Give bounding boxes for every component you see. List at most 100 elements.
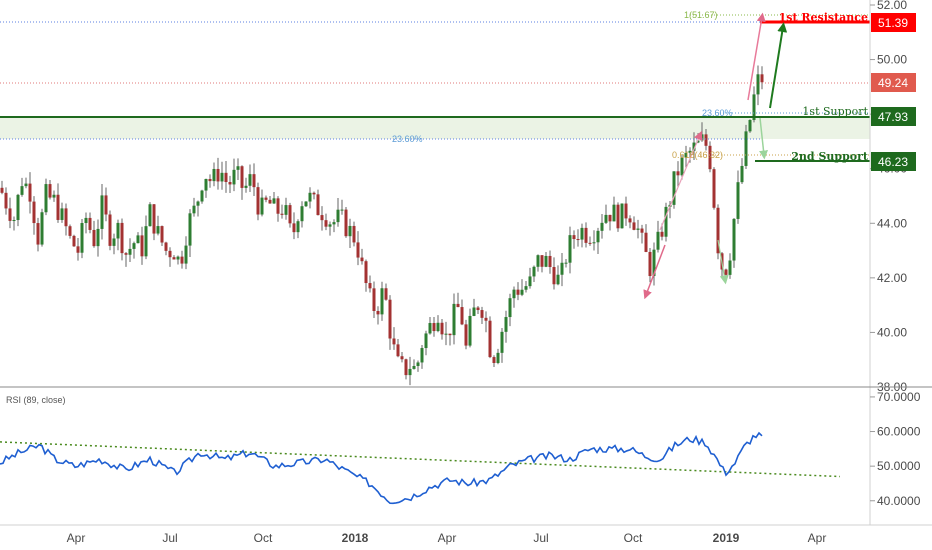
- candle-body: [376, 310, 380, 315]
- candle-body: [108, 214, 112, 246]
- current-price-box: [871, 73, 916, 92]
- time-tick-label: Oct: [254, 531, 273, 545]
- candle-body: [296, 221, 300, 233]
- candle-body: [516, 289, 520, 295]
- candle-body: [192, 205, 196, 214]
- candle-body: [500, 331, 504, 353]
- candle-body: [688, 150, 692, 153]
- candle-body: [440, 322, 444, 335]
- candle-body: [332, 222, 336, 225]
- candle-body: [608, 214, 612, 222]
- candle-body: [80, 223, 84, 253]
- candle-body: [628, 218, 632, 223]
- candle-body: [84, 217, 88, 224]
- candle-body: [292, 223, 296, 233]
- candle-body: [756, 74, 760, 95]
- candle-body: [380, 288, 384, 315]
- candle-body: [672, 171, 676, 205]
- candle-body: [560, 262, 564, 275]
- candle-body: [8, 208, 12, 221]
- support2-price-box: [871, 152, 916, 171]
- candle-body: [352, 225, 356, 243]
- candle-body: [540, 255, 544, 267]
- resistance-price: 51.39: [878, 16, 908, 30]
- light-green-arrow-low: [717, 239, 729, 285]
- candle-body: [48, 184, 52, 198]
- candle-body: [452, 303, 456, 336]
- candle-body: [280, 213, 284, 215]
- support2-label: 2nd Support: [791, 150, 869, 163]
- candle-body: [12, 220, 16, 222]
- candle-body: [328, 224, 332, 227]
- candlestick-series: [0, 65, 764, 386]
- candle-body: [580, 227, 584, 240]
- time-tick-label: 2019: [713, 531, 740, 545]
- candle-body: [140, 235, 144, 257]
- candle-body: [428, 323, 432, 334]
- candle-body: [248, 174, 252, 186]
- candle-body: [684, 152, 688, 158]
- candle-body: [336, 209, 340, 223]
- candle-body: [72, 235, 76, 247]
- candle-body: [520, 289, 524, 295]
- candle-body: [32, 201, 36, 224]
- price-tick-label: 52.00: [877, 0, 907, 12]
- support2-price: 46.23: [878, 155, 908, 169]
- candle-body: [24, 183, 28, 187]
- candle-body: [496, 352, 500, 364]
- candle-body: [236, 166, 240, 170]
- candle-body: [416, 362, 420, 367]
- candle-body: [152, 204, 156, 234]
- candle-body: [592, 242, 596, 244]
- candle-body: [232, 169, 236, 185]
- candle-body: [736, 182, 740, 219]
- price-tick-label: 44.00: [877, 216, 907, 230]
- candle-body: [508, 298, 512, 318]
- candle-body: [112, 238, 116, 246]
- candle-body: [660, 231, 664, 237]
- candle-body: [116, 222, 120, 239]
- candle-body: [312, 192, 316, 195]
- candle-body: [696, 140, 700, 143]
- candle-body: [252, 174, 256, 188]
- candle-body: [316, 194, 320, 216]
- candle-body: [436, 322, 440, 332]
- candle-body: [384, 288, 388, 300]
- candle-body: [412, 366, 416, 369]
- candle-body: [656, 231, 660, 250]
- candle-body: [148, 204, 152, 227]
- support1-label: 1st Support: [802, 105, 868, 118]
- candle-body: [100, 195, 104, 229]
- candle-body: [728, 260, 732, 275]
- fib-618-label: 0.618(46.32): [672, 150, 723, 160]
- candle-body: [304, 201, 308, 207]
- candle-body: [464, 324, 468, 346]
- candle-body: [744, 131, 748, 166]
- candle-body: [488, 320, 492, 358]
- candle-body: [196, 201, 200, 206]
- candle-body: [204, 178, 208, 191]
- candle-body: [16, 194, 20, 221]
- candle-body: [708, 145, 712, 170]
- candle-body: [504, 317, 508, 332]
- candle-body: [532, 266, 536, 277]
- pink-arrow-up: [747, 12, 766, 101]
- candle-body: [368, 283, 372, 289]
- candle-body: [320, 215, 324, 221]
- candle-body: [480, 310, 484, 318]
- candle-body: [356, 242, 360, 258]
- candle-body: [28, 183, 32, 202]
- candle-body: [56, 194, 60, 220]
- candle-body: [424, 333, 428, 349]
- candle-body: [680, 157, 684, 176]
- candle-body: [476, 307, 480, 311]
- candle-body: [420, 348, 424, 363]
- candle-body: [60, 208, 64, 220]
- pink-arrow-mid: [659, 130, 703, 231]
- candle-body: [676, 171, 680, 176]
- candle-body: [120, 222, 124, 254]
- candle-body: [244, 185, 248, 188]
- candle-body: [180, 256, 184, 264]
- candle-body: [712, 169, 716, 208]
- candle-body: [176, 256, 180, 260]
